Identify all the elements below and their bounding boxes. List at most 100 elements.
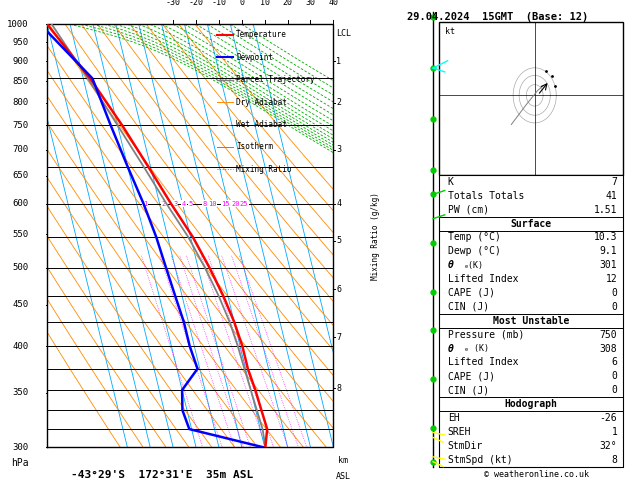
Text: 10.3: 10.3 xyxy=(594,232,617,243)
Text: 7: 7 xyxy=(611,177,617,187)
Text: 700: 700 xyxy=(13,145,28,154)
Text: 3: 3 xyxy=(173,201,177,207)
Text: EH: EH xyxy=(448,413,459,423)
Text: 550: 550 xyxy=(13,230,28,239)
Text: 12: 12 xyxy=(606,274,617,284)
Text: 4: 4 xyxy=(337,199,341,208)
Text: 950: 950 xyxy=(13,38,28,47)
Text: 41: 41 xyxy=(606,191,617,201)
Text: 10: 10 xyxy=(260,0,270,7)
Text: Totals Totals: Totals Totals xyxy=(448,191,524,201)
Text: 600: 600 xyxy=(13,199,28,208)
Text: Temp (°C): Temp (°C) xyxy=(448,232,501,243)
Text: 4: 4 xyxy=(182,201,186,207)
Text: CIN (J): CIN (J) xyxy=(448,385,489,395)
Text: Pressure (mb): Pressure (mb) xyxy=(448,330,524,340)
Text: 750: 750 xyxy=(13,121,28,130)
Text: 301: 301 xyxy=(599,260,617,270)
Text: -30: -30 xyxy=(165,0,181,7)
Text: StmDir: StmDir xyxy=(448,441,483,451)
FancyBboxPatch shape xyxy=(439,175,623,467)
Text: 0: 0 xyxy=(611,288,617,298)
Text: 1.51: 1.51 xyxy=(594,205,617,215)
Text: 40: 40 xyxy=(328,0,338,7)
Text: 0: 0 xyxy=(611,302,617,312)
Text: CAPE (J): CAPE (J) xyxy=(448,371,494,382)
Text: 400: 400 xyxy=(13,342,28,350)
Text: 8: 8 xyxy=(611,454,617,465)
Text: Hodograph: Hodograph xyxy=(504,399,557,409)
Text: 1: 1 xyxy=(611,427,617,437)
Text: -10: -10 xyxy=(211,0,226,7)
Text: 6: 6 xyxy=(611,357,617,367)
Text: 850: 850 xyxy=(13,77,28,86)
Text: 300: 300 xyxy=(13,443,28,451)
Text: 1: 1 xyxy=(337,57,341,66)
Text: θ: θ xyxy=(448,260,454,270)
Text: Lifted Index: Lifted Index xyxy=(448,274,518,284)
Text: 0: 0 xyxy=(611,371,617,382)
Text: 500: 500 xyxy=(13,263,28,272)
Text: 1000: 1000 xyxy=(7,20,28,29)
Text: -26: -26 xyxy=(599,413,617,423)
Text: CAPE (J): CAPE (J) xyxy=(448,288,494,298)
Text: km: km xyxy=(338,455,348,465)
Text: 30: 30 xyxy=(306,0,316,7)
Text: 2: 2 xyxy=(162,201,166,207)
Text: 0: 0 xyxy=(611,385,617,395)
Text: 8: 8 xyxy=(203,201,207,207)
Text: -43°29'S  172°31'E  35m ASL: -43°29'S 172°31'E 35m ASL xyxy=(70,470,253,480)
Text: 308: 308 xyxy=(599,344,617,353)
Text: 8: 8 xyxy=(337,383,341,393)
Text: 650: 650 xyxy=(13,171,28,180)
Text: Isotherm: Isotherm xyxy=(236,142,273,152)
Text: 750: 750 xyxy=(599,330,617,340)
Text: 3: 3 xyxy=(337,145,341,154)
Text: 0: 0 xyxy=(239,0,244,7)
Text: ₑ (K): ₑ (K) xyxy=(464,344,489,353)
Text: 800: 800 xyxy=(13,98,28,107)
Text: ASL: ASL xyxy=(336,472,351,482)
Text: CIN (J): CIN (J) xyxy=(448,302,489,312)
Text: 25: 25 xyxy=(239,201,248,207)
Text: kt: kt xyxy=(445,27,455,36)
Text: Dry Adiabat: Dry Adiabat xyxy=(236,98,287,106)
Text: 6: 6 xyxy=(337,285,341,294)
Text: θ: θ xyxy=(448,344,454,353)
Text: 7: 7 xyxy=(337,333,341,342)
Text: Mixing Ratio: Mixing Ratio xyxy=(236,165,292,174)
Text: LCL: LCL xyxy=(337,29,351,38)
Text: 350: 350 xyxy=(13,388,28,398)
Text: 20: 20 xyxy=(282,0,292,7)
Text: SREH: SREH xyxy=(448,427,471,437)
Text: Dewpoint: Dewpoint xyxy=(236,53,273,62)
Text: Wet Adiabat: Wet Adiabat xyxy=(236,120,287,129)
Text: 450: 450 xyxy=(13,300,28,309)
Text: K: K xyxy=(448,177,454,187)
Text: © weatheronline.co.uk: © weatheronline.co.uk xyxy=(484,469,589,479)
Text: Parcel Trajectory: Parcel Trajectory xyxy=(236,75,314,84)
Text: Temperature: Temperature xyxy=(236,30,287,39)
Text: 900: 900 xyxy=(13,57,28,66)
Text: Lifted Index: Lifted Index xyxy=(448,357,518,367)
Text: 20: 20 xyxy=(231,201,240,207)
Text: StmSpd (kt): StmSpd (kt) xyxy=(448,454,512,465)
Text: Mixing Ratio (g/kg): Mixing Ratio (g/kg) xyxy=(370,192,379,279)
Text: 10: 10 xyxy=(208,201,216,207)
Text: 9.1: 9.1 xyxy=(599,246,617,256)
Text: PW (cm): PW (cm) xyxy=(448,205,489,215)
Text: -20: -20 xyxy=(189,0,204,7)
FancyBboxPatch shape xyxy=(439,22,623,175)
Text: hPa: hPa xyxy=(11,458,28,468)
Text: 29.04.2024  15GMT  (Base: 12): 29.04.2024 15GMT (Base: 12) xyxy=(407,12,588,22)
Text: 2: 2 xyxy=(337,98,341,107)
Text: Dewp (°C): Dewp (°C) xyxy=(448,246,501,256)
Text: 15: 15 xyxy=(221,201,230,207)
Text: 32°: 32° xyxy=(599,441,617,451)
Text: 1: 1 xyxy=(143,201,147,207)
Text: Most Unstable: Most Unstable xyxy=(493,316,569,326)
Text: ₑ(K): ₑ(K) xyxy=(464,260,484,270)
Text: 5: 5 xyxy=(188,201,192,207)
Text: 5: 5 xyxy=(337,236,341,245)
Text: Surface: Surface xyxy=(511,219,552,228)
